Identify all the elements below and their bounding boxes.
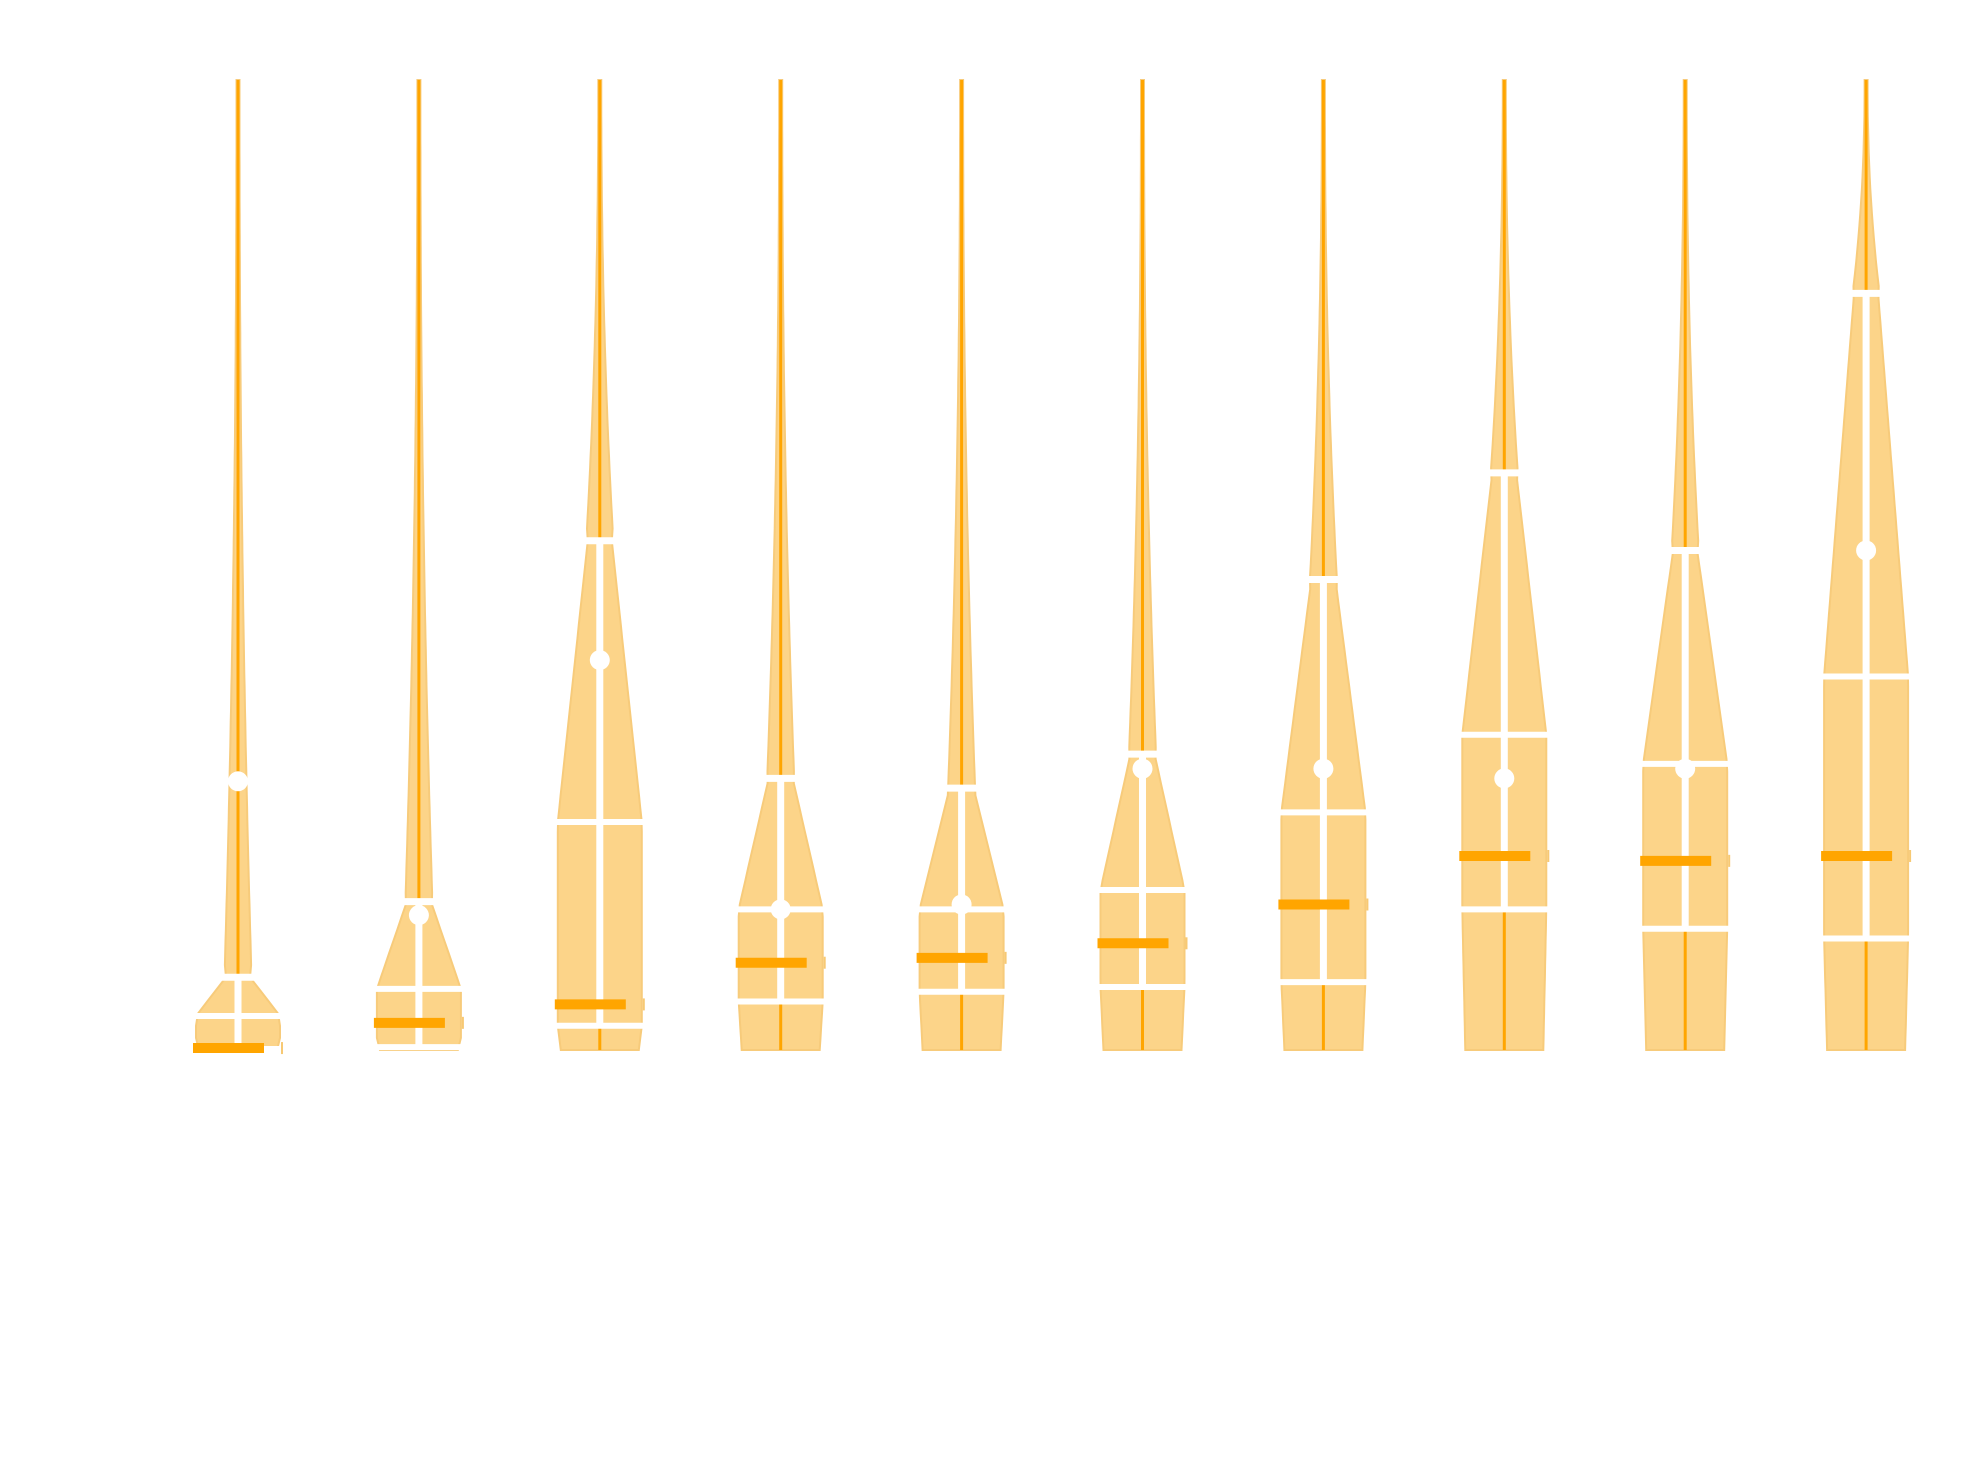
mean-marker-10	[1856, 540, 1877, 561]
mean-marker-7	[1313, 758, 1334, 779]
mean-marker-6	[1132, 758, 1153, 779]
mean-marker-3	[589, 650, 610, 671]
mean-marker-2	[408, 905, 429, 926]
mean-marker-9	[1675, 758, 1696, 779]
mean-marker-8	[1494, 768, 1515, 789]
mean-marker-5	[951, 894, 972, 915]
mean-marker-1	[228, 771, 248, 792]
mean-marker-4	[770, 899, 791, 920]
